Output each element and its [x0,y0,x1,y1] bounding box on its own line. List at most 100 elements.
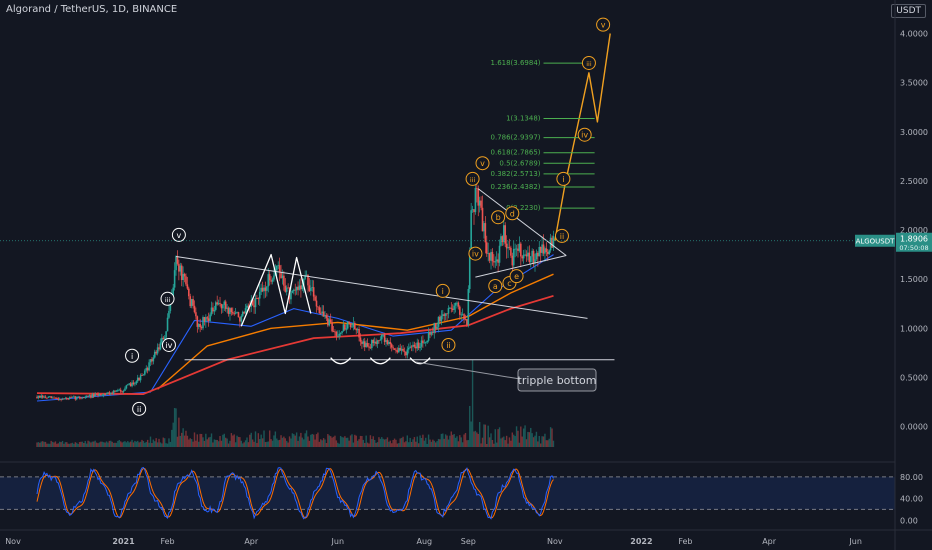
wave-label-circle[interactable] [171,227,186,242]
volume-bar [487,425,489,447]
candle [229,308,231,314]
candle [307,274,309,286]
candle [338,333,341,336]
volume-bar [470,421,472,447]
price-tick-label: 2.5000 [900,177,928,186]
volume-bar [352,442,355,447]
volume-bar [378,437,380,447]
wave-projection-path[interactable] [554,33,611,241]
wave-label-circle[interactable] [132,401,147,416]
price-badge[interactable] [896,232,932,252]
volume-bar [138,442,140,447]
volume-bar [95,442,98,447]
head-shoulders-drawing[interactable] [240,253,312,327]
candle [175,256,177,271]
volume-bar [278,439,281,447]
volume-bar [439,439,441,447]
wave-label-circle[interactable] [488,279,503,294]
candle [47,396,50,398]
currency-label[interactable]: USDT [891,4,926,18]
wave-label-circle[interactable] [441,337,456,352]
volume-bar [318,441,321,447]
volume-bar [183,435,186,447]
volume-bar [488,437,491,447]
triangle-upper-line[interactable] [477,188,567,256]
wave-label-circle[interactable] [577,127,592,142]
candle [212,307,214,312]
candle [532,250,535,264]
candle [146,368,149,371]
volume-bar [105,441,108,447]
triangle-lower-line[interactable] [475,255,567,278]
candle [148,362,150,371]
volume-bar [538,436,540,447]
candle [118,389,121,391]
candle [351,326,353,328]
candle [263,287,265,292]
candle [297,286,299,290]
candle [405,351,407,356]
candle [380,334,383,340]
descending-trendline[interactable] [175,256,588,319]
wave-label-circle[interactable] [509,269,524,284]
volume-bar [78,442,81,447]
volume-bar [287,442,289,447]
volume-bar [56,443,58,447]
volume-bar [478,422,481,447]
candle [131,382,133,387]
candle [389,341,392,345]
wave-label-circle[interactable] [125,348,140,363]
volume-bar [338,443,340,447]
candle [461,314,464,316]
wave-label-circle[interactable] [581,55,596,70]
volume-bar [344,436,346,447]
candle [207,318,210,321]
candle [109,392,112,394]
volume-bar [443,438,445,447]
volume-bar [389,440,391,447]
wave-label-circle[interactable] [505,206,520,221]
symbol-badge[interactable] [855,234,895,247]
volume-bar [454,437,457,447]
candle [260,287,262,292]
ma-red-line [36,294,554,395]
volume-bar [386,437,389,447]
candle [203,317,206,322]
wave-label-circle[interactable] [160,291,175,306]
volume-bar [162,437,164,447]
candle [293,289,295,291]
candle [464,318,467,320]
volume-bar [145,441,147,447]
candle [453,305,455,310]
volume-bar [403,442,406,447]
wave-label-circle[interactable] [465,171,480,186]
candle [231,312,234,314]
volume-bar [361,436,363,447]
volume-bar [314,439,316,447]
volume-bar [322,438,325,447]
wave-label-circle[interactable] [556,171,571,186]
volume-bar [114,442,116,447]
wave-label-circle[interactable] [468,246,483,261]
wave-label-circle[interactable] [554,228,569,243]
callout-box[interactable] [517,368,597,392]
wave-label-circle[interactable] [491,210,506,225]
volume-bar [358,439,360,447]
price-tick-label: 0.0000 [900,423,928,432]
candle [534,259,536,264]
volume-bar [202,437,204,447]
wave-label-circle[interactable] [435,283,450,298]
volume-bar [240,440,243,447]
wave-label-circle[interactable] [475,156,490,171]
wave-label-circle[interactable] [596,17,611,32]
candle [67,398,70,400]
candle [241,311,244,316]
volume-bar [264,442,267,447]
candle [447,308,450,314]
volume-bar [188,439,190,447]
wave-label-circle[interactable] [161,337,176,352]
volume-bar [249,434,251,447]
volume-bar [513,434,515,447]
candle [158,347,160,350]
